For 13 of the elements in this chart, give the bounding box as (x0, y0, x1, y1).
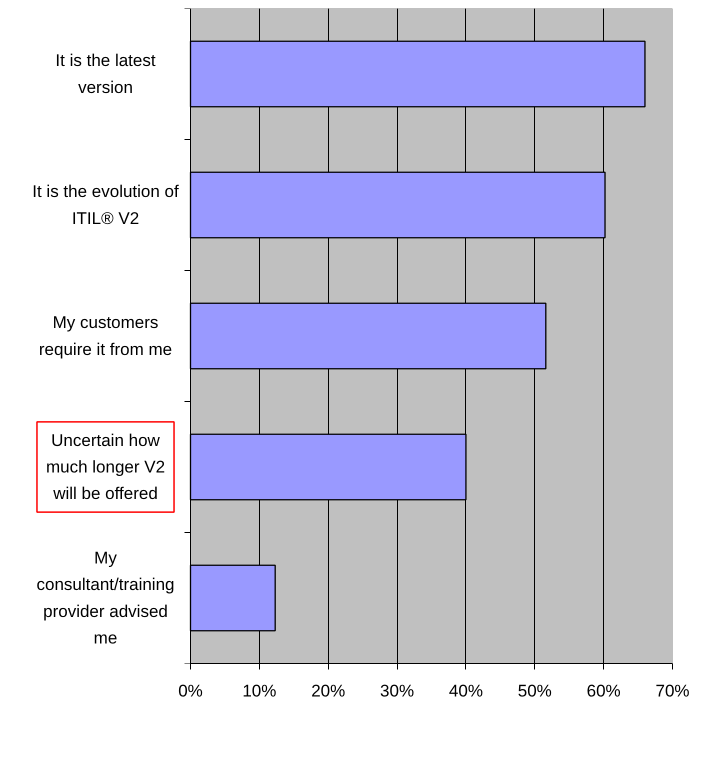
y-tick-label: My customers require it from me (38, 313, 172, 359)
y-tick-label: It is the latest version (55, 51, 156, 97)
x-tick-label: 20% (311, 682, 346, 700)
y-tick-label: My consultant/training provider advised me (36, 548, 174, 648)
x-tick-label: 0% (178, 682, 203, 700)
y-tick-label: It is the evolution of ITIL® V2 (32, 182, 180, 228)
x-tick-label: 30% (380, 682, 414, 700)
x-tick-label: 10% (242, 682, 276, 700)
x-tick-label: 50% (518, 682, 552, 700)
x-tick-label: 70% (655, 682, 690, 700)
x-tick-label: 40% (448, 682, 483, 700)
x-tick-label: 60% (586, 682, 621, 700)
y-tick-label: Uncertain how much longer V2 will be offered (46, 430, 166, 504)
